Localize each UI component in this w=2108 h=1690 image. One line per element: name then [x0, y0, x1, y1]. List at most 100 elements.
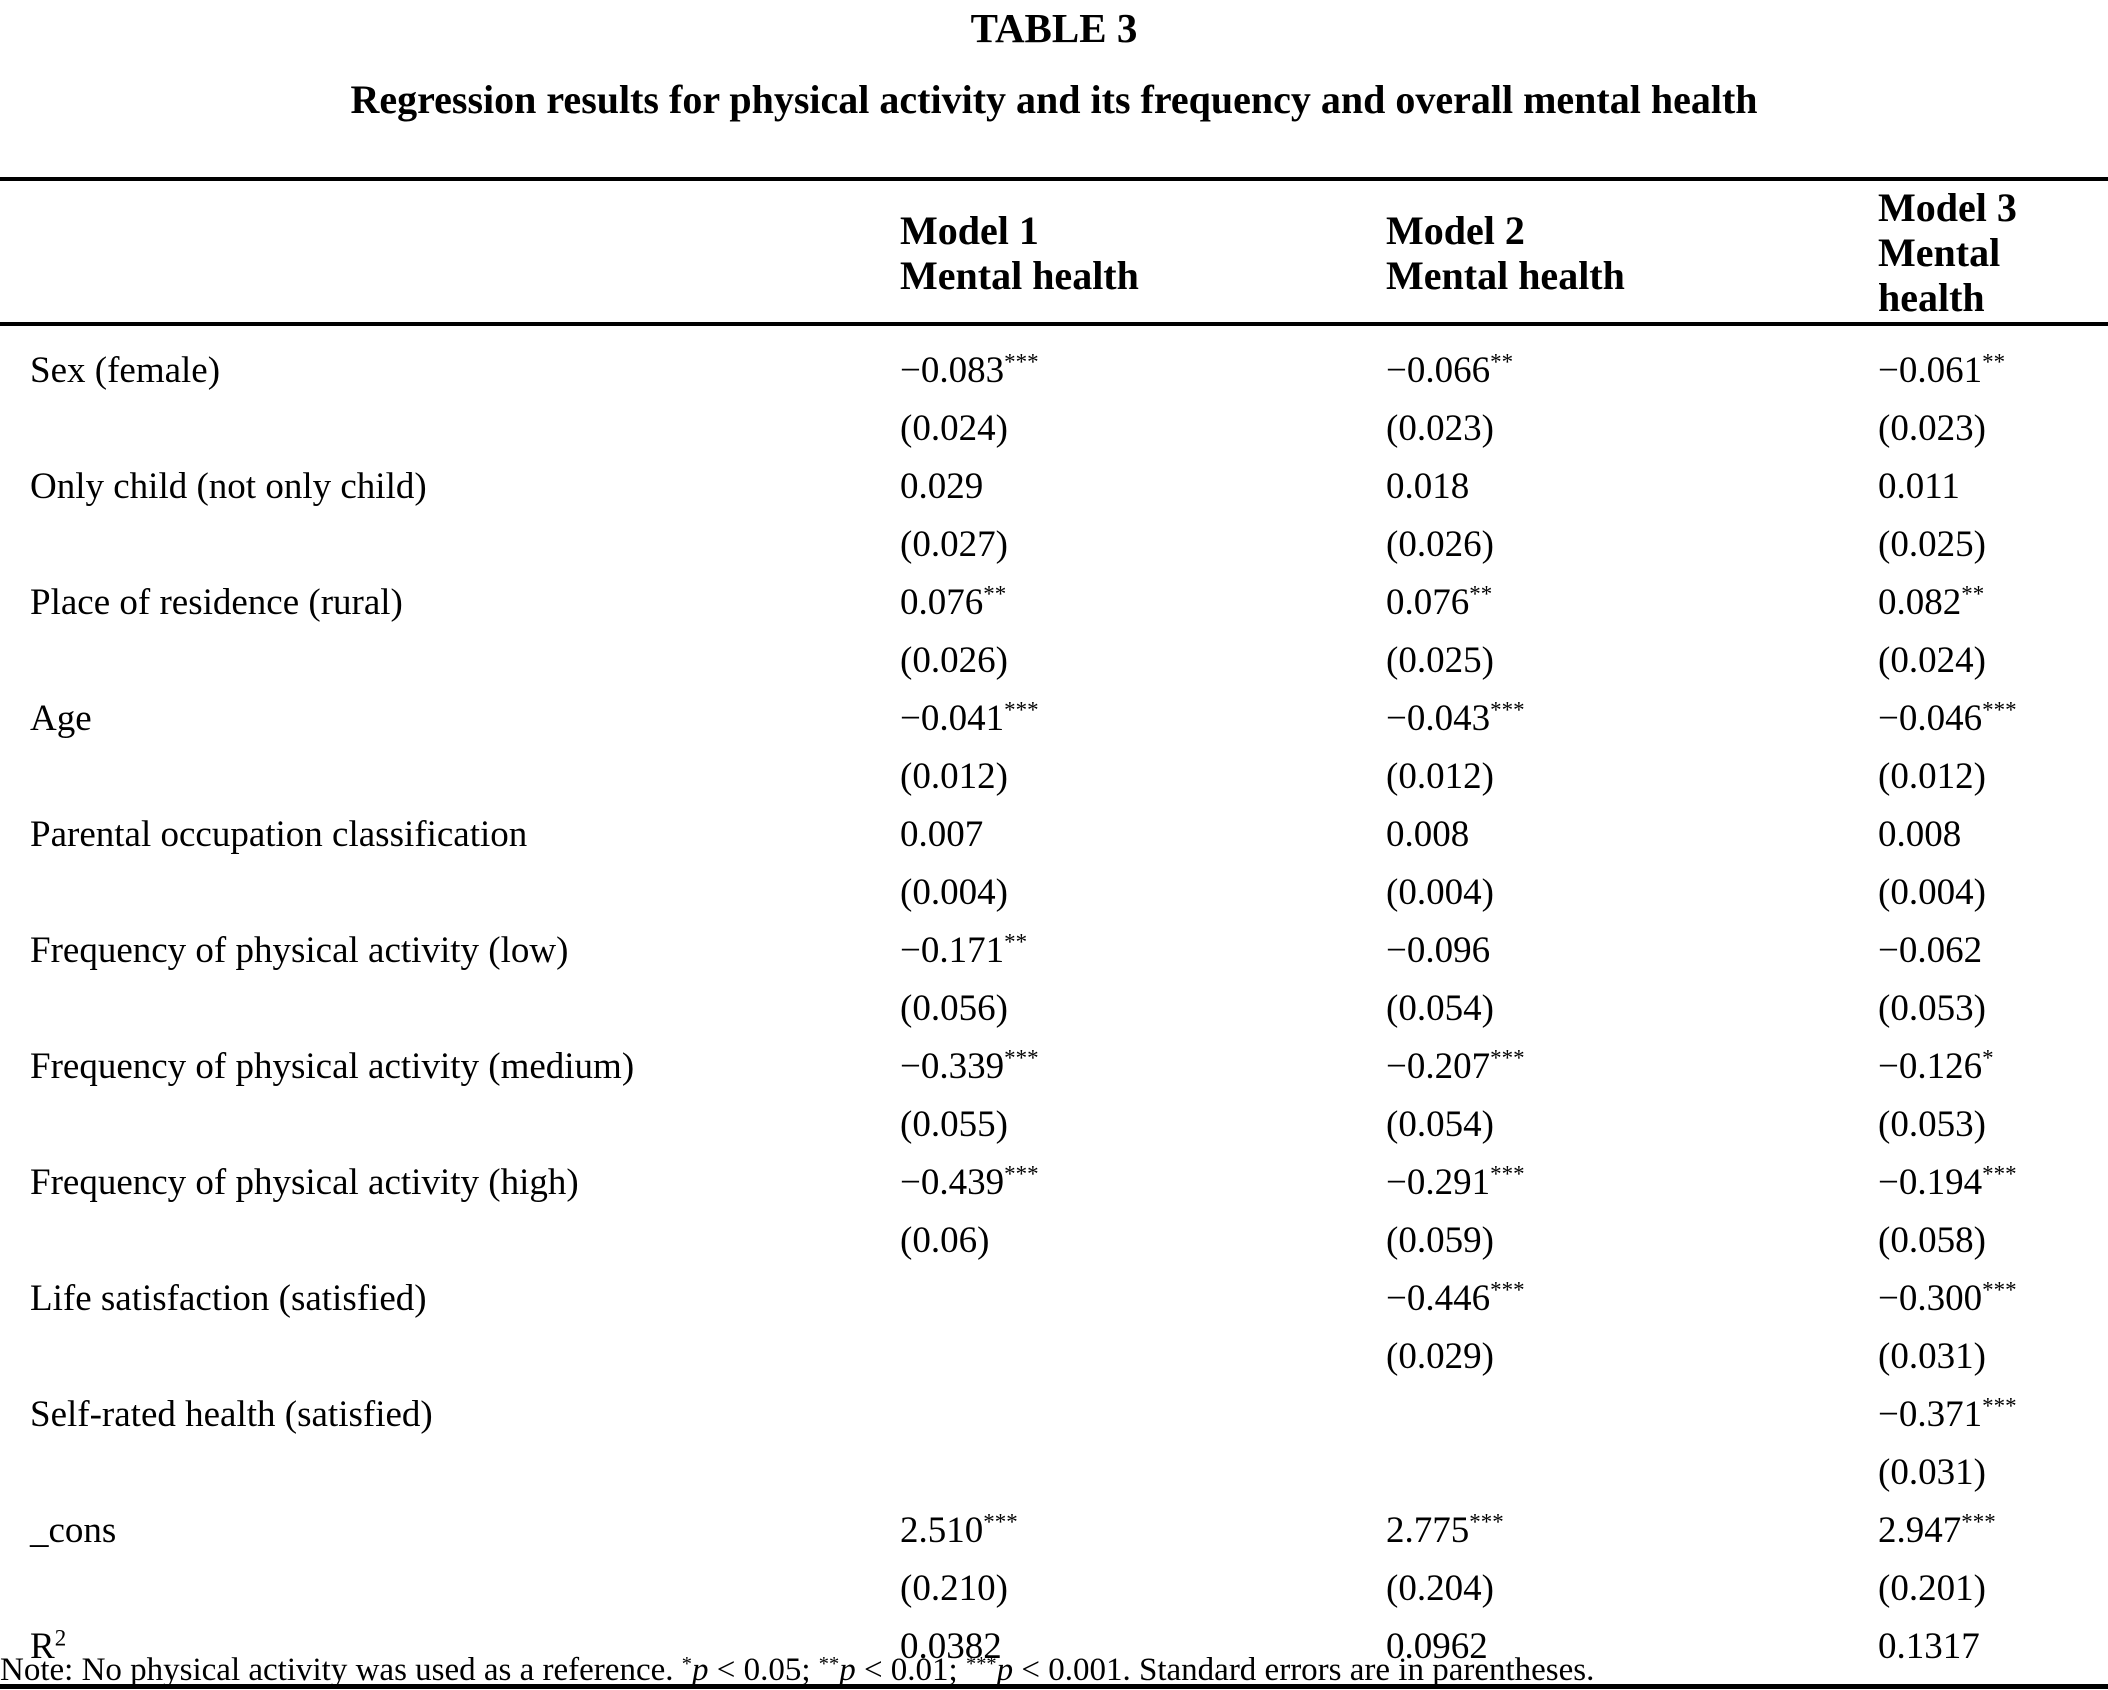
coef-value: −0.062: [1878, 930, 1983, 971]
coef-value: −0.083: [900, 350, 1005, 391]
r2-value-m2: 0.0962: [1386, 1626, 1488, 1667]
row-label: Parental occupation classification: [30, 814, 528, 855]
significance-stars: ***: [983, 1509, 1018, 1535]
two-stars: **: [818, 1652, 840, 1675]
se-cell-m2: (0.054): [1386, 1104, 1494, 1145]
coef-value: 0.007: [900, 814, 984, 855]
coef-cell-m2: 0.018: [1386, 458, 1878, 516]
significance-stars: **: [1982, 349, 2006, 375]
coef-value: −0.046: [1878, 698, 1983, 739]
coef-cell-m3: 0.008: [1878, 806, 2108, 864]
coef-cell-m1: 0.007: [900, 806, 1386, 864]
table-row: Frequency of physical activity (medium) …: [0, 1038, 2108, 1096]
se-cell-m1: (0.026): [900, 640, 1008, 681]
significance-stars: ***: [1961, 1509, 1996, 1535]
coef-cell-m3: 2.947***: [1878, 1502, 2108, 1560]
significance-stars: ***: [1004, 349, 1039, 375]
coef-cell-m2: −0.043***: [1386, 690, 1878, 748]
coef-value: −0.126: [1878, 1046, 1983, 1087]
se-cell-m2: [1386, 1444, 1878, 1502]
significance-stars: ***: [1982, 1277, 2017, 1303]
model-3-name: Model 3: [1878, 185, 2017, 230]
coef-cell-m3: −0.371***: [1878, 1386, 2108, 1444]
significance-stars: ***: [1004, 697, 1039, 723]
r2-exponent: 2: [54, 1625, 67, 1651]
table-row-se: (0.029) (0.031): [0, 1328, 2108, 1386]
se-cell-m1: (0.210): [900, 1568, 1008, 1609]
footnote-reference-text: Note: No physical activity was used as a…: [0, 1652, 682, 1688]
se-cell-m3: (0.031): [1878, 1452, 1986, 1493]
coef-value: −0.339: [900, 1046, 1005, 1087]
table-row-se: (0.055) (0.054) (0.053): [0, 1096, 2108, 1154]
model-2-outcome: Mental health: [1386, 252, 1625, 298]
row-label: Life satisfaction (satisfied): [30, 1278, 427, 1319]
r2-label: R2: [30, 1625, 67, 1667]
se-cell-m1: (0.027): [900, 524, 1008, 565]
coef-value: −0.043: [1386, 698, 1491, 739]
table-row-se: (0.056) (0.054) (0.053): [0, 980, 2108, 1038]
table-row: Frequency of physical activity (low) −0.…: [0, 922, 2108, 980]
se-cell-m1: [900, 1328, 1386, 1386]
model-3-outcome: Mental health: [1878, 230, 2001, 320]
header-model-1: Model 1 Mental health: [900, 179, 1386, 324]
significance-stars: ***: [1490, 1161, 1525, 1187]
table-row-se: (0.026) (0.025) (0.024): [0, 632, 2108, 690]
table-row-se: (0.004) (0.004) (0.004): [0, 864, 2108, 922]
coef-value: −0.371: [1878, 1394, 1983, 1435]
coef-value: 0.029: [900, 466, 984, 507]
coef-value: 0.082: [1878, 582, 1962, 623]
table-header: Model 1 Mental health Model 2 Mental hea…: [0, 179, 2108, 324]
significance-stars: **: [1490, 349, 1514, 375]
significance-stars: ***: [1004, 1161, 1039, 1187]
row-label: Place of residence (rural): [30, 582, 403, 623]
row-label: Frequency of physical activity (low): [30, 930, 569, 971]
p-symbol: p: [839, 1652, 856, 1688]
coef-cell-m2: −0.207***: [1386, 1038, 1878, 1096]
table-row-se: (0.012) (0.012) (0.012): [0, 748, 2108, 806]
p-symbol: p: [996, 1652, 1014, 1688]
table-row: Parental occupation classification 0.007…: [0, 806, 2108, 864]
coef-cell-m3: 0.011: [1878, 458, 2108, 516]
regression-table: Model 1 Mental health Model 2 Mental hea…: [0, 177, 2108, 1689]
se-cell-m2: (0.025): [1386, 640, 1494, 681]
se-cell-m2: (0.204): [1386, 1568, 1494, 1609]
se-cell-m1: (0.055): [900, 1104, 1008, 1145]
significance-stars: ***: [1004, 1045, 1039, 1071]
coef-cell-m2: −0.096: [1386, 922, 1878, 980]
coef-value: −0.041: [900, 698, 1005, 739]
row-label: Sex (female): [30, 350, 221, 391]
table-number-title: TABLE 3: [970, 5, 1138, 51]
coef-cell-m3: 0.082**: [1878, 574, 2108, 632]
se-cell-m3: (0.053): [1878, 1104, 1986, 1145]
coef-cell-m3: −0.300***: [1878, 1270, 2108, 1328]
model-1-name: Model 1: [900, 207, 1039, 253]
significance-stars: **: [983, 581, 1007, 607]
se-cell-m3: (0.031): [1878, 1336, 1986, 1377]
significance-stars: ***: [1982, 697, 2017, 723]
se-cell-m2: (0.026): [1386, 524, 1494, 565]
table-footnote: Note: No physical activity was used as a…: [0, 1652, 1595, 1688]
row-label: Age: [30, 698, 92, 739]
coef-value: 0.076: [900, 582, 984, 623]
row-label: _cons: [30, 1510, 117, 1551]
significance-stars: ***: [1490, 1045, 1525, 1071]
r2-value-m1: 0.0382: [900, 1626, 1002, 1667]
header-model-2: Model 2 Mental health: [1386, 179, 1878, 324]
p-symbol: p: [691, 1652, 709, 1688]
significance-stars: *: [1982, 1045, 1994, 1071]
coef-value: −0.066: [1386, 350, 1491, 391]
coef-cell-m3: −0.046***: [1878, 690, 2108, 748]
footnote-se-text: Standard errors are in parentheses.: [1139, 1652, 1595, 1688]
row-label: Self-rated health (satisfied): [30, 1394, 433, 1435]
table-row-se: (0.210) (0.204) (0.201): [0, 1560, 2108, 1618]
coef-value: −0.194: [1878, 1162, 1983, 1203]
significance-stars: ***: [1982, 1393, 2017, 1419]
coef-cell-m3: −0.194***: [1878, 1154, 2108, 1212]
table-body: Sex (female) −0.083*** −0.066** −0.061**…: [0, 324, 2108, 1687]
se-cell-m2: (0.054): [1386, 988, 1494, 1029]
r2-value-m3: 0.1317: [1878, 1626, 1980, 1667]
table-row-se: (0.031): [0, 1444, 2108, 1502]
coef-cell-m1: −0.171**: [900, 922, 1386, 980]
coef-value: 0.008: [1878, 814, 1962, 855]
